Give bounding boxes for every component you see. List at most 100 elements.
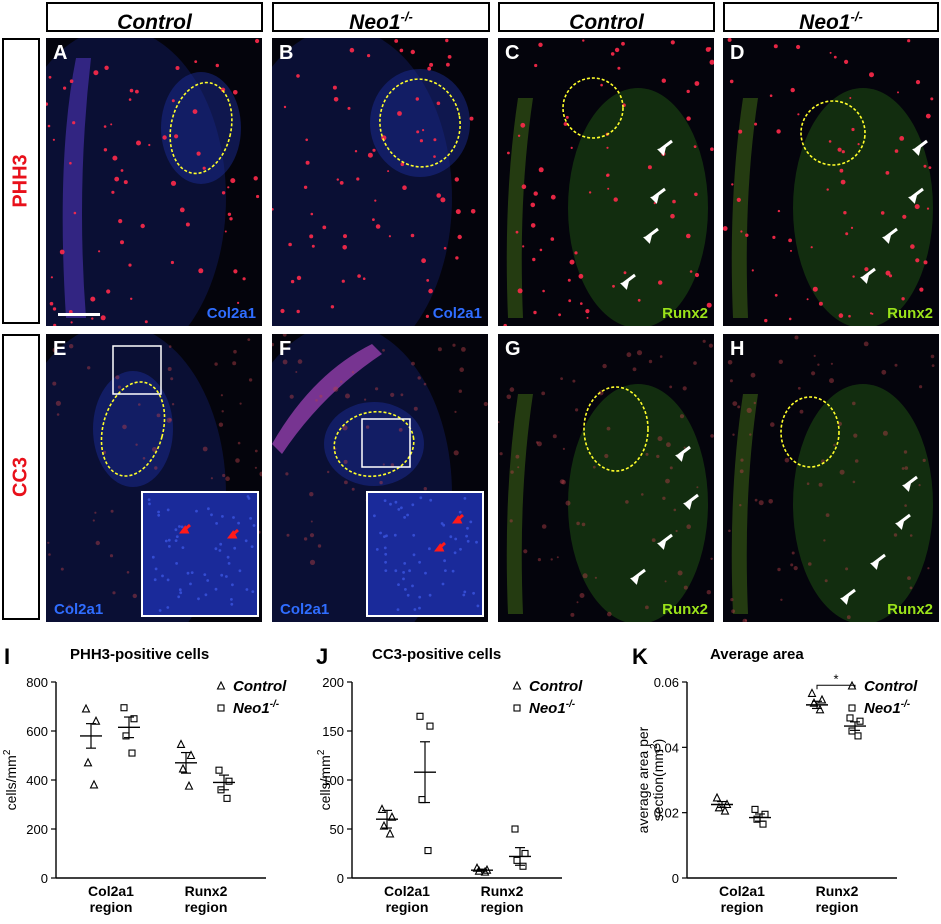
arrow-icon	[882, 227, 898, 244]
legend-marker-triangle	[847, 680, 857, 690]
arrow-icon	[840, 588, 856, 605]
region-outline	[169, 81, 233, 175]
category-label: Runx2 region	[185, 883, 228, 915]
marker-label: Runx2	[887, 601, 933, 618]
data-point-square	[416, 712, 424, 720]
arrow-icon	[902, 475, 918, 492]
data-point-square	[426, 722, 434, 730]
data-point-square	[513, 856, 521, 864]
data-point-square	[751, 805, 759, 813]
data-point-triangle	[807, 688, 817, 697]
y-tick-label: 0	[337, 871, 344, 886]
micrograph-panel-a: A Col2a1	[46, 38, 262, 326]
data-point-square	[848, 727, 856, 735]
data-point-triangle	[379, 820, 389, 830]
inset-magnified	[141, 491, 259, 617]
data-point-triangle	[377, 804, 387, 813]
y-tick-label: 0.04	[654, 740, 679, 755]
red-arrow-icon	[179, 523, 191, 534]
column-header-control-2: Control	[498, 2, 715, 34]
panel-letter: E	[53, 338, 67, 360]
region-outline	[800, 100, 866, 166]
data-point-triangle	[815, 704, 825, 714]
significance-star: *	[833, 671, 838, 686]
legend-label: Neo1-/-	[864, 699, 911, 717]
panel-letter: C	[505, 42, 520, 64]
y-tick-label: 0	[41, 871, 48, 886]
region-outline	[333, 410, 415, 478]
data-point-square	[846, 714, 854, 722]
chart-i: 0 200 400 600 800 cells/mm2 Col2a1 region Runx2 r…	[2, 675, 287, 915]
micrograph-panel-b: B Col2a1	[272, 38, 488, 326]
category-label: Col2a1 region	[384, 883, 430, 915]
data-point-triangle	[81, 703, 91, 713]
micrograph-image	[723, 38, 939, 326]
y-tick-label: 100	[322, 773, 344, 788]
arrow-icon	[650, 187, 666, 204]
data-point-square	[424, 847, 432, 855]
inset-source-box	[361, 418, 411, 468]
y-axis-label: cells/mm2	[316, 749, 333, 810]
arrow-icon	[860, 267, 876, 284]
data-point-triangle	[83, 757, 93, 767]
panel-letter: F	[279, 338, 292, 360]
data-point-square	[854, 732, 862, 740]
micrograph-image	[46, 334, 262, 622]
y-tick-label: 150	[322, 724, 344, 739]
legend-marker-triangle	[512, 680, 522, 690]
marker-label: Col2a1	[54, 601, 104, 618]
data-point-triangle	[178, 763, 188, 773]
legend-label: Control	[233, 678, 287, 695]
micrograph-panel-c: C Runx2	[498, 38, 714, 326]
marker-label: Col2a1	[432, 305, 482, 322]
y-tick-label: 0.02	[654, 806, 679, 821]
region-outline	[562, 77, 624, 139]
data-point-square	[759, 820, 767, 828]
y-tick-label: 50	[330, 822, 344, 837]
y-tick-label: 0	[672, 871, 679, 886]
category-label: Runx2 region	[481, 883, 524, 915]
arrow-icon	[908, 187, 924, 204]
row-label-cc3: CC3	[2, 334, 40, 620]
legend-label: Neo1-/-	[529, 699, 576, 717]
micrograph-image	[272, 334, 488, 622]
y-tick-label: 600	[26, 724, 48, 739]
arrow-icon	[643, 227, 659, 244]
arrow-icon	[912, 139, 928, 156]
category-label: Runx2 region	[816, 883, 859, 915]
arrow-icon	[895, 513, 911, 530]
y-axis-label: cells/mm2	[2, 749, 19, 810]
data-point-square	[418, 796, 426, 804]
micrograph-image	[46, 38, 262, 326]
micrograph-image	[272, 38, 488, 326]
data-point-square	[130, 715, 138, 723]
graph-letter: I	[4, 644, 11, 669]
region-outline	[100, 381, 166, 477]
data-point-triangle	[712, 792, 722, 802]
legend-marker-square	[513, 704, 521, 712]
data-point-square	[225, 777, 233, 785]
arrow-icon	[683, 493, 699, 510]
micrograph-panel-d: D Runx2	[723, 38, 939, 326]
red-arrow-icon	[227, 528, 239, 539]
data-point-square	[519, 862, 527, 870]
arrow-icon	[620, 273, 636, 290]
marker-label: Runx2	[887, 305, 933, 322]
micrograph-panel-e: E Col2a1	[46, 334, 262, 622]
data-point-square	[223, 794, 231, 802]
data-point-triangle	[176, 739, 186, 749]
micrograph-panel-g: G Runx2	[498, 334, 714, 622]
micrograph-panel-f: F Col2a1	[272, 334, 488, 622]
data-point-triangle	[89, 779, 99, 789]
micrograph-image	[498, 334, 714, 622]
legend-marker-square	[217, 704, 225, 712]
micrograph-image	[723, 334, 939, 622]
panel-letter: H	[730, 338, 745, 360]
red-arrow-icon	[452, 513, 464, 524]
scale-bar	[58, 313, 100, 316]
y-tick-label: 400	[26, 773, 48, 788]
column-header-neo1-1: Neo1-/-	[272, 2, 490, 34]
legend-label: Neo1-/-	[233, 699, 280, 717]
marker-label: Runx2	[662, 305, 708, 322]
data-point-triangle	[184, 780, 194, 790]
